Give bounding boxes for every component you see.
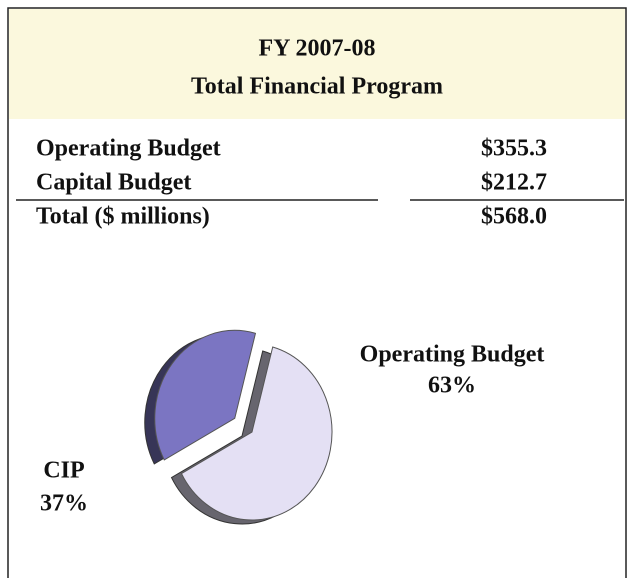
row-value: $212.7 <box>481 170 547 196</box>
title-line: FY 2007-08 <box>258 36 375 62</box>
slice-percent: 63% <box>428 373 476 399</box>
header-band <box>9 9 625 119</box>
slice-percent: 37% <box>40 491 88 517</box>
pie-chart <box>144 329 333 525</box>
row-label: Capital Budget <box>36 170 191 196</box>
total-label: Total ($ millions) <box>36 204 210 230</box>
total-value: $568.0 <box>481 204 547 230</box>
slice <box>180 346 333 521</box>
title-line: Total Financial Program <box>191 74 443 100</box>
slice <box>154 329 257 461</box>
slice-label: CIP <box>43 458 84 484</box>
row-label: Operating Budget <box>36 136 221 162</box>
row-value: $355.3 <box>481 136 547 162</box>
slice-label: Operating Budget <box>360 342 545 368</box>
